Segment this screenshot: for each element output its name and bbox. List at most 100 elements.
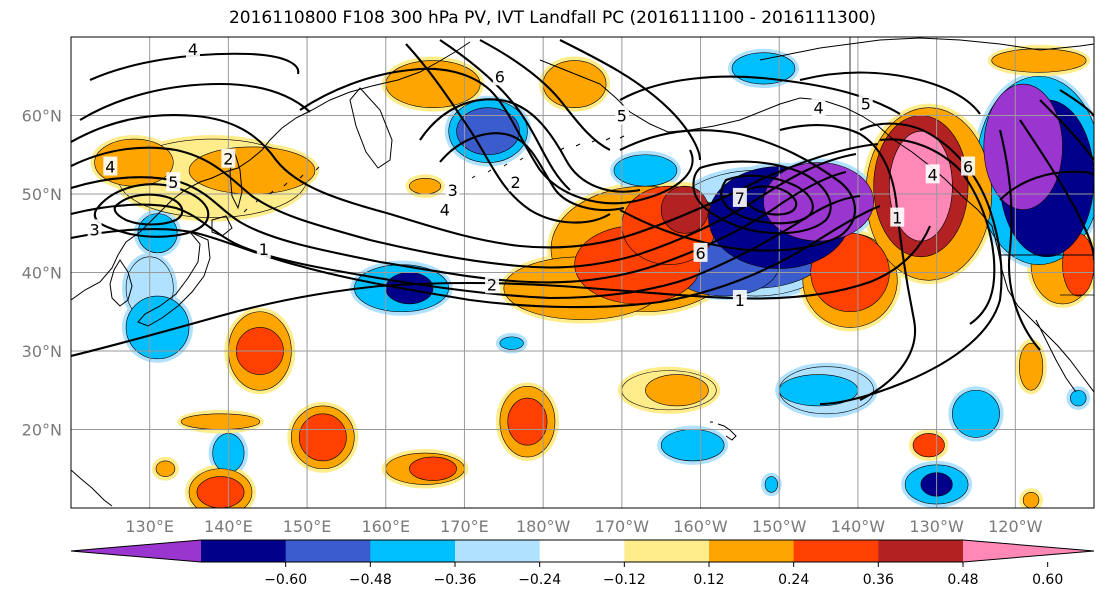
contour-line [113,193,184,226]
contour-line [479,39,611,151]
contour-line [1019,119,1094,261]
coast-baja [1035,319,1077,393]
lat-label: 30°N [22,342,62,361]
colorbar-segment [793,540,879,562]
pv-shading [90,44,1094,508]
contour-line [405,43,611,224]
latitude-labels: 60°N 50°N 40°N 30°N 20°N [22,107,62,440]
shading-blob [137,213,178,254]
shading-blob [1022,492,1040,508]
shading-blob [1018,342,1044,391]
contour-line [71,113,879,249]
lat-label: 50°N [22,185,62,204]
contour-line [559,39,702,161]
lon-label: 140°W [831,517,886,536]
contour-line [879,138,996,325]
coast-east-asia [71,41,471,301]
contour-label-bg [890,207,905,227]
contour-label: 2 [223,150,233,169]
colorbar-segment [201,540,287,562]
shading-blob [499,336,524,350]
contour-line [998,129,1041,351]
contour-line [799,71,981,115]
contour-line [71,194,861,300]
shading-blob [764,476,778,493]
contour-label-bg [614,105,629,125]
shading-blob [645,374,709,407]
coast-hawaii [710,421,737,441]
shading-blob [456,107,520,156]
colorbar-tick-label: −0.36 [434,572,477,588]
contour-line [692,160,832,235]
contour-line [1059,89,1094,117]
shading-blob [409,177,442,195]
lon-label: 150°W [752,517,807,536]
contour-label: 3 [448,181,458,200]
shading-blob [952,389,1000,438]
shading-blob [385,60,481,108]
contour-label: 5 [861,95,871,114]
contour-label-bg [485,274,500,294]
lon-label: 130°E [125,517,174,536]
shading-blob [660,185,709,234]
contour-label: 1 [259,240,269,259]
lat-label: 40°N [22,264,62,283]
contour-label-bg [811,97,826,117]
shading-blob [507,397,548,446]
lat-label: 20°N [22,421,62,440]
contour-label-bg [492,66,507,86]
shading-blob [912,433,945,458]
contour-label: 3 [90,220,100,239]
contour-label: 7 [735,189,745,208]
contour-label-bg [858,93,873,113]
colorbar-outline [70,539,1095,563]
shading-blob [613,154,678,187]
map-title: 2016110800 F108 300 hPa PV, IVT Landfall… [228,8,876,28]
contour-line [93,183,210,238]
contour-label: 1 [735,291,745,310]
contour-line [79,82,311,121]
colorbar-tick-label: 0.60 [1032,572,1063,588]
contour-line [89,52,300,81]
contour-label: 6 [695,244,705,263]
lon-label: 140°E [204,517,253,536]
contour-line [71,205,881,309]
colorbar-tick-label: −0.12 [603,572,646,588]
shading-blob [298,413,347,462]
lon-label: 160°E [361,517,410,536]
contour-label-bg [732,289,747,309]
colorbar-segment [370,540,456,562]
contour-line [419,98,641,193]
coast-aleutians [471,135,625,179]
shading-blob [188,146,316,195]
colorbar: −0.60 −0.48 −0.36 −0.24 −0.12 0.12 0.24 0.36 0.4… [70,539,1095,588]
contour-label-bg [961,156,976,176]
contour-label-bg [445,180,460,200]
map-frame [70,36,1095,509]
coast-kamchatka [349,87,393,169]
shading-blob [180,413,261,430]
colorbar-tick-label: −0.24 [518,572,561,588]
coast-north [759,37,1094,61]
colorbar-tick-label: 0.36 [863,572,894,588]
contour-label: 2 [487,275,497,294]
lon-label: 180°W [516,517,571,536]
contour-label: 4 [928,165,938,184]
contour-label: 5 [168,173,178,192]
contour-line [999,170,1094,201]
contour-line [71,146,857,269]
contour-line [71,225,931,358]
colorbar-segment [539,540,625,562]
shading-blob [983,83,1063,210]
colorbar-tick-label: 0.48 [947,572,978,588]
lon-label: 170°W [595,517,650,536]
contour-label-bg [732,187,747,207]
ivt-contours [71,39,1094,406]
contour-label: 1 [892,209,902,228]
lon-label: 150°E [283,517,332,536]
colorbar-segment [709,540,795,562]
colorbar-segment [624,540,710,562]
colorbar-segment [455,540,541,562]
lon-label: 160°W [673,517,728,536]
